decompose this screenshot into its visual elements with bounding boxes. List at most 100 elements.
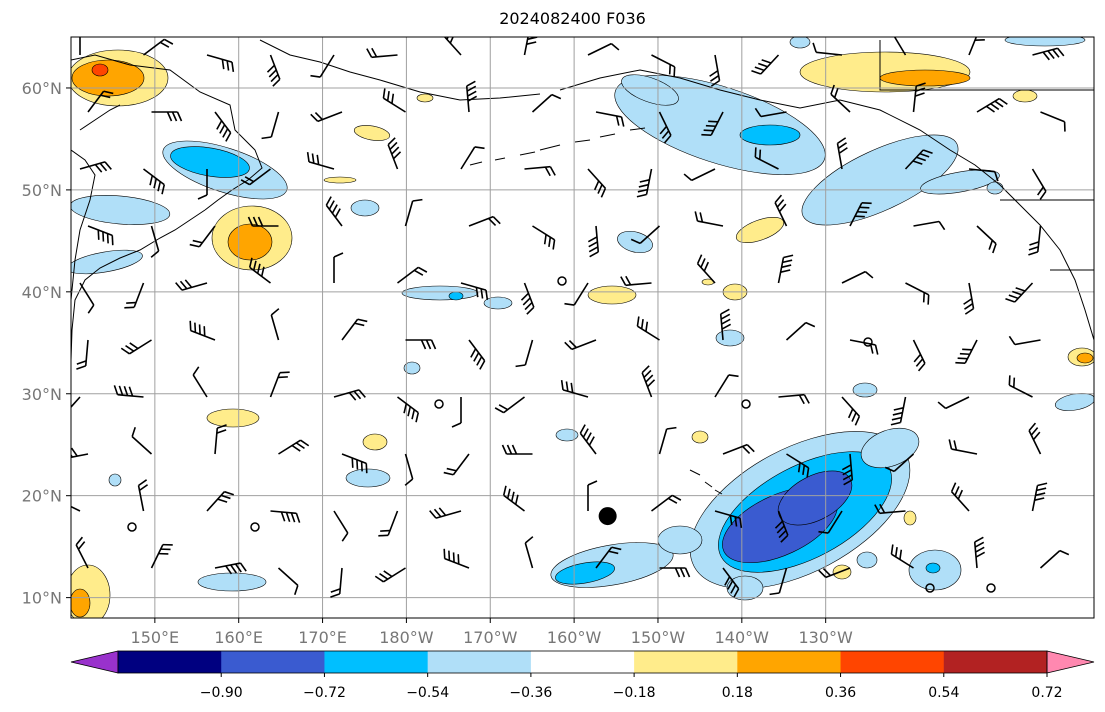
barb-flag — [854, 215, 865, 218]
wind-barb — [278, 439, 310, 455]
barb-flag — [637, 188, 648, 193]
colorbar-segment — [427, 651, 532, 673]
barb-shaft — [827, 510, 843, 534]
barb-shaft — [697, 220, 724, 227]
barb-flag — [198, 324, 201, 335]
lat-tick-label: 60°N — [22, 79, 62, 98]
barb-flag — [386, 91, 390, 101]
barb-flag — [120, 347, 130, 355]
barb-flag — [443, 548, 446, 559]
wind-barb — [595, 546, 622, 569]
wind-barb — [143, 38, 174, 56]
shaded-region — [739, 124, 801, 146]
barb-flag — [776, 199, 785, 208]
barb-flag — [443, 471, 454, 476]
barb-shaft — [645, 168, 653, 195]
barb-flag — [728, 374, 739, 378]
wind-barb — [387, 137, 402, 170]
shaded-region — [227, 223, 273, 261]
barb-flag — [912, 160, 923, 165]
barb-flag — [548, 237, 552, 247]
wind-barb — [531, 93, 562, 113]
wind-barb — [137, 479, 149, 512]
coastline-segment — [714, 489, 723, 495]
wind-barb — [785, 321, 816, 341]
barb-flag — [529, 30, 539, 36]
barb-flag — [252, 260, 257, 271]
barb-flag — [683, 173, 693, 182]
barb-flag — [1052, 49, 1060, 58]
barb-shaft — [841, 270, 866, 284]
barb-flag — [585, 432, 592, 442]
barb-flag — [837, 137, 847, 145]
barb-flag — [544, 166, 551, 177]
barb-flag — [919, 152, 930, 158]
wind-barb — [849, 202, 872, 227]
barb-flag — [730, 584, 737, 594]
barb-shaft — [785, 322, 807, 341]
barb-flag — [412, 198, 423, 202]
wind-barb — [1031, 482, 1048, 512]
wind-barb — [79, 161, 112, 173]
barb-flag — [806, 467, 810, 478]
wind-barb — [973, 536, 986, 569]
lon-tick-label: 170°W — [463, 628, 518, 647]
wind-barb — [240, 168, 271, 186]
wind-barb — [502, 485, 525, 512]
barb-flag — [216, 120, 223, 130]
barb-flag — [415, 412, 420, 423]
barb-flag — [761, 59, 772, 64]
barb-flag — [57, 450, 63, 460]
barb-flag — [1015, 287, 1026, 292]
barb-flag — [247, 216, 254, 227]
barb-flag — [630, 238, 641, 245]
barb-shaft — [830, 93, 851, 113]
barb-flag — [615, 115, 620, 126]
colorbar-frame — [117, 650, 1048, 674]
barb-flag — [914, 92, 925, 97]
barb-flag — [260, 266, 265, 277]
barb-shaft — [816, 51, 843, 56]
barb-flag — [220, 494, 231, 500]
wind-barb — [841, 396, 861, 426]
shaded-region — [832, 564, 852, 580]
barb-shaft — [964, 339, 978, 364]
barb-flag — [510, 491, 515, 502]
barb-flag — [171, 111, 178, 122]
barb-flag — [899, 549, 903, 560]
barb-flag — [959, 352, 970, 356]
barb-flag — [356, 459, 359, 470]
barb-flag — [645, 374, 654, 383]
barb-flag — [842, 469, 852, 476]
barb-flag — [668, 64, 672, 75]
barb-flag — [80, 25, 89, 29]
barb-shaft — [131, 436, 153, 455]
lon-tick-label: 150°E — [131, 628, 180, 647]
barb-flag — [526, 41, 537, 45]
barb-flag — [1056, 47, 1065, 57]
wind-barb — [890, 396, 907, 426]
barb-flag — [774, 194, 783, 204]
shaded-region — [71, 588, 91, 618]
barb-flag — [451, 422, 462, 428]
barb-flag — [701, 133, 712, 136]
barb-flag — [295, 513, 301, 523]
barb-flag — [184, 279, 193, 288]
barb-flag — [847, 408, 854, 419]
barb-flag — [783, 254, 794, 259]
barb-flag — [280, 511, 286, 522]
barb-shaft — [976, 225, 997, 245]
wind-barb — [1040, 111, 1066, 132]
barb-flag — [560, 379, 564, 390]
barb-shaft — [523, 37, 531, 56]
barb-flag — [328, 200, 335, 210]
barb-flag — [492, 216, 501, 225]
wind-barb — [696, 254, 716, 284]
wind-barb — [270, 308, 280, 341]
barb-flag — [330, 593, 340, 598]
barb-flag — [666, 426, 677, 430]
barb-flag — [221, 59, 225, 70]
barb-flag — [476, 356, 483, 366]
colorbar-tick-label: 0.36 — [825, 685, 856, 701]
barb-flag — [449, 37, 456, 44]
